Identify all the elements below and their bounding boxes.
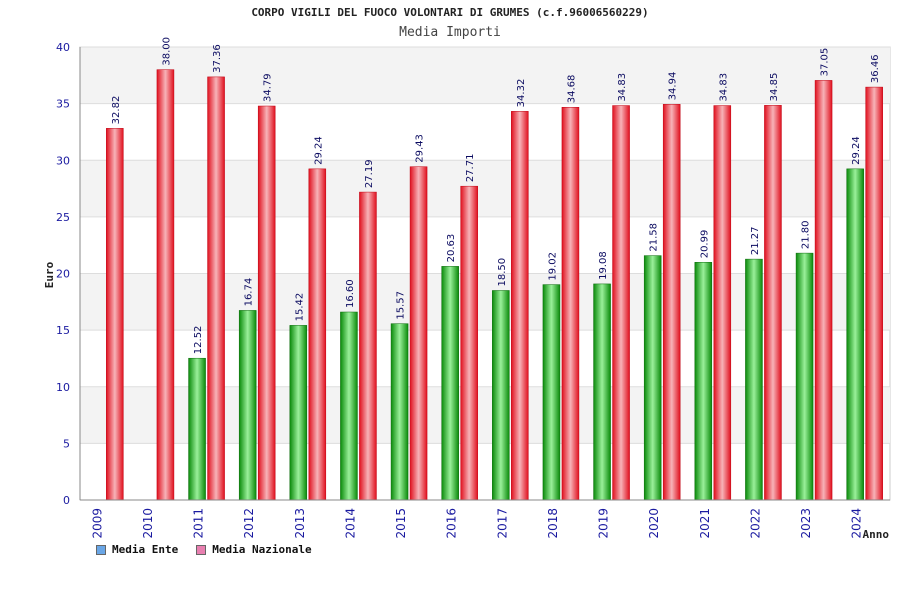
x-tick-label: 2022 bbox=[748, 508, 762, 539]
bar-media-nazionale bbox=[257, 105, 276, 501]
x-axis-label: Anno bbox=[863, 528, 890, 541]
data-label-media-nazionale: 34.85 bbox=[769, 73, 780, 102]
x-tick-label: 2011 bbox=[192, 508, 206, 539]
bar-media-nazionale bbox=[409, 166, 428, 501]
data-label-media-nazionale: 27.71 bbox=[465, 154, 476, 183]
x-tick-label: 2017 bbox=[495, 508, 509, 539]
data-label-media-ente: 20.63 bbox=[446, 234, 457, 263]
x-tick-label: 2024 bbox=[850, 508, 864, 539]
bar-media-ente bbox=[390, 323, 409, 501]
y-tick-label: 15 bbox=[56, 324, 70, 337]
chart-subtitle: Media Importi bbox=[399, 25, 501, 40]
data-label-media-nazionale: 29.24 bbox=[313, 136, 324, 165]
legend-swatch-media-nazionale bbox=[196, 544, 207, 555]
data-label-media-nazionale: 37.05 bbox=[820, 48, 831, 77]
x-tick-label: 2021 bbox=[698, 508, 712, 539]
data-label-media-nazionale: 27.19 bbox=[364, 159, 375, 188]
x-tick-label: 2015 bbox=[394, 508, 408, 539]
bar-media-nazionale bbox=[308, 168, 327, 501]
legend-label-media-ente: Media Ente bbox=[112, 543, 179, 556]
bar-media-ente bbox=[238, 310, 257, 501]
y-tick-label: 5 bbox=[63, 437, 70, 450]
data-label-media-ente: 15.57 bbox=[396, 291, 407, 320]
bar-media-nazionale bbox=[511, 111, 529, 501]
data-label-media-ente: 21.27 bbox=[750, 226, 761, 255]
bar-media-nazionale bbox=[612, 105, 630, 501]
chart-title: CORPO VIGILI DEL FUOCO VOLONTARI DI GRUM… bbox=[251, 6, 649, 19]
y-axis-label: Euro bbox=[43, 261, 56, 288]
data-label-media-ente: 16.60 bbox=[345, 279, 356, 308]
bar-media-ente bbox=[694, 262, 713, 501]
bar-media-nazionale bbox=[460, 185, 478, 501]
data-label-media-nazionale: 36.46 bbox=[870, 54, 881, 83]
data-label-media-ente: 15.42 bbox=[294, 293, 305, 322]
legend-swatch-media-ente bbox=[96, 544, 106, 555]
data-label-media-nazionale: 29.43 bbox=[415, 134, 426, 163]
data-label-media-ente: 12.52 bbox=[193, 326, 204, 355]
y-tick-label: 10 bbox=[56, 381, 70, 394]
bar-media-ente bbox=[289, 325, 308, 501]
legend-item-media-nazionale: Media Nazionale bbox=[196, 543, 312, 556]
bar-media-ente bbox=[441, 266, 459, 501]
data-label-media-nazionale: 34.83 bbox=[718, 73, 729, 102]
legend: Media Ente Media Nazionale bbox=[96, 543, 312, 556]
data-label-media-nazionale: 32.82 bbox=[111, 96, 122, 125]
data-label-media-nazionale: 37.36 bbox=[212, 44, 223, 73]
y-tick-label: 0 bbox=[63, 494, 70, 507]
bar-media-ente bbox=[188, 357, 206, 501]
x-tick-label: 2019 bbox=[597, 508, 611, 539]
bar-media-nazionale bbox=[662, 104, 681, 501]
bar-media-ente bbox=[492, 290, 510, 501]
bar-media-ente bbox=[593, 283, 611, 501]
y-tick-label: 30 bbox=[56, 154, 70, 167]
bar-media-nazionale bbox=[106, 128, 124, 501]
x-tick-label: 2012 bbox=[242, 508, 256, 539]
y-tick-label: 20 bbox=[56, 268, 70, 281]
data-label-media-ente: 19.02 bbox=[547, 252, 558, 281]
x-tick-label: 2014 bbox=[343, 508, 357, 539]
data-label-media-nazionale: 34.32 bbox=[516, 79, 527, 108]
x-tick-label: 2013 bbox=[293, 508, 307, 539]
bar-media-nazionale bbox=[359, 191, 377, 501]
bar-media-nazionale bbox=[207, 76, 225, 501]
data-label-media-nazionale: 34.83 bbox=[617, 73, 628, 102]
bar-media-ente bbox=[745, 258, 763, 501]
y-tick-label: 25 bbox=[56, 211, 70, 224]
bar-media-nazionale bbox=[764, 105, 782, 501]
x-tick-label: 2016 bbox=[445, 508, 459, 539]
data-label-media-ente: 18.50 bbox=[497, 258, 508, 287]
bar-media-ente bbox=[542, 284, 561, 501]
x-tick-label: 2018 bbox=[546, 508, 560, 539]
bar-media-nazionale bbox=[713, 105, 732, 501]
x-tick-label: 2023 bbox=[799, 508, 813, 539]
x-tick-label: 2010 bbox=[141, 508, 155, 539]
data-label-media-nazionale: 34.68 bbox=[566, 75, 577, 104]
x-tick-label: 2020 bbox=[647, 508, 661, 539]
data-label-media-ente: 29.24 bbox=[851, 136, 862, 165]
data-label-media-nazionale: 34.79 bbox=[263, 73, 274, 102]
data-label-media-ente: 21.58 bbox=[649, 223, 660, 252]
legend-item-media-ente: Media Ente bbox=[96, 543, 178, 556]
bar-media-ente bbox=[795, 252, 814, 501]
legend-label-media-nazionale: Media Nazionale bbox=[212, 543, 312, 556]
data-label-media-ente: 21.80 bbox=[801, 220, 812, 249]
bar-media-nazionale bbox=[156, 69, 175, 501]
data-label-media-ente: 16.74 bbox=[244, 278, 255, 307]
data-label-media-ente: 20.99 bbox=[699, 230, 710, 259]
y-tick-label: 40 bbox=[56, 41, 70, 54]
y-tick-label: 35 bbox=[56, 98, 70, 111]
data-label-media-nazionale: 34.94 bbox=[668, 72, 679, 101]
bar-media-nazionale bbox=[865, 86, 883, 501]
data-label-media-ente: 19.08 bbox=[598, 251, 609, 280]
bar-media-ente bbox=[846, 168, 864, 501]
bar-media-nazionale bbox=[814, 80, 833, 501]
x-tick-label: 2009 bbox=[90, 508, 104, 539]
bar-media-ente bbox=[643, 255, 662, 501]
bar-media-ente bbox=[340, 311, 358, 501]
data-label-media-nazionale: 38.00 bbox=[161, 37, 172, 66]
bar-media-nazionale bbox=[561, 106, 580, 501]
